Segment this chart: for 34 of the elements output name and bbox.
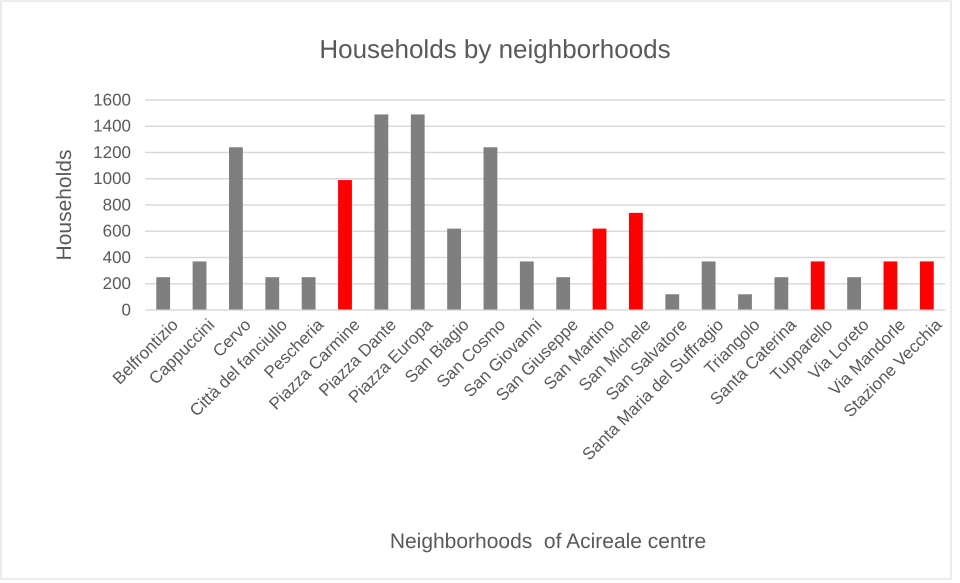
bar	[810, 261, 825, 310]
bar	[447, 228, 461, 310]
bar	[629, 212, 643, 310]
y-tick-label: 1400	[93, 116, 131, 136]
chart-title: Households by neighborhoods	[319, 34, 671, 64]
bar	[556, 277, 570, 310]
bar	[920, 261, 934, 310]
bar	[374, 114, 388, 310]
bar	[156, 277, 170, 310]
y-tick-label: 1200	[93, 142, 131, 162]
bar	[484, 147, 498, 310]
bar	[592, 228, 606, 310]
bar	[229, 147, 243, 310]
y-tick-label: 800	[102, 195, 131, 214]
y-tick-label: 1000	[93, 169, 131, 188]
bar	[302, 277, 316, 310]
bar	[738, 294, 752, 310]
y-tick-label: 400	[102, 248, 131, 267]
bar	[338, 180, 352, 310]
bar	[410, 114, 425, 310]
bar	[774, 277, 788, 310]
bar	[847, 277, 861, 310]
y-tick-label: 200	[102, 274, 131, 294]
bar	[702, 261, 716, 310]
bar	[884, 261, 898, 310]
y-tick-label: 600	[102, 222, 131, 241]
y-tick-label: 1600	[93, 90, 131, 110]
bar	[265, 277, 280, 310]
x-axis-title: Neighborhoods of Acireale centre	[390, 530, 706, 553]
y-axis-title: Households	[53, 150, 76, 260]
bar	[192, 261, 206, 310]
y-tick-label: 0	[122, 300, 131, 320]
bar	[520, 261, 534, 310]
bar	[665, 294, 680, 310]
